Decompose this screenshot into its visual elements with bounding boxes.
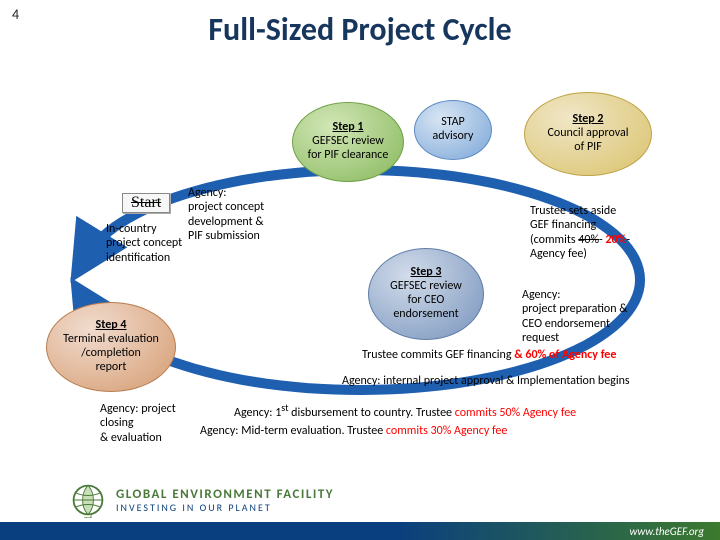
midterm-note: Agency: Mid-term evaluation. Trustee com… (200, 424, 507, 438)
logo-line2: INVESTING IN OUR PLANET (116, 503, 334, 513)
trustee-commits-main-note: Trustee commits GEF financing & 60% of A… (362, 348, 616, 362)
svg-text:gef: gef (84, 514, 92, 518)
logo-line1: GLOBAL ENVIRONMENT FACILITY (116, 488, 334, 501)
step2-head: Step 2 (573, 113, 604, 127)
footer: gef GLOBAL ENVIRONMENT FACILITY INVESTIN… (0, 482, 720, 540)
step1-body: GEFSEC reviewfor PIF clearance (308, 135, 389, 163)
stap-bubble: STAPadvisory (414, 100, 492, 160)
step4-body: Terminal evaluation/completionreport (63, 333, 159, 374)
in-country-note: In-countryproject conceptidentification (106, 222, 182, 265)
gef-globe-icon: gef (70, 482, 106, 518)
cycle-ellipse (0, 0, 720, 540)
step3-bubble: Step 3 GEFSEC reviewfor CEOendorsement (368, 248, 484, 340)
footer-url: www.theGEF.org (630, 525, 704, 538)
internal-approval-note: Agency: internal project approval & Impl… (342, 374, 630, 388)
start-label: Start (122, 193, 170, 213)
step1-bubble: Step 1 GEFSEC reviewfor PIF clearance (292, 102, 404, 182)
step1-head: Step 1 (333, 121, 364, 135)
logo-block: gef GLOBAL ENVIRONMENT FACILITY INVESTIN… (70, 482, 334, 518)
step4-bubble: Step 4 Terminal evaluation/completionrep… (46, 302, 176, 392)
step4-head: Step 4 (96, 319, 127, 333)
footer-bar (0, 522, 720, 540)
first-disbursement-note: Agency: 1st disbursement to country. Tru… (234, 402, 576, 420)
stap-body: STAPadvisory (433, 116, 474, 144)
agency-pif-note: Agency:project conceptdevelopment &PIF s… (188, 186, 264, 244)
step3-head: Step 3 (411, 266, 442, 280)
closing-note: Agency: projectclosing& evaluation (100, 402, 176, 445)
agency-prep-note: Agency:project preparation &CEO endorsem… (522, 288, 627, 346)
step2-bubble: Step 2 Council approvalof PIF (524, 92, 652, 176)
step2-body: Council approvalof PIF (548, 127, 629, 155)
step3-body: GEFSEC reviewfor CEOendorsement (390, 280, 462, 321)
trustee-aside-note: Trustee sets asideGEF financing(commits … (530, 204, 630, 262)
